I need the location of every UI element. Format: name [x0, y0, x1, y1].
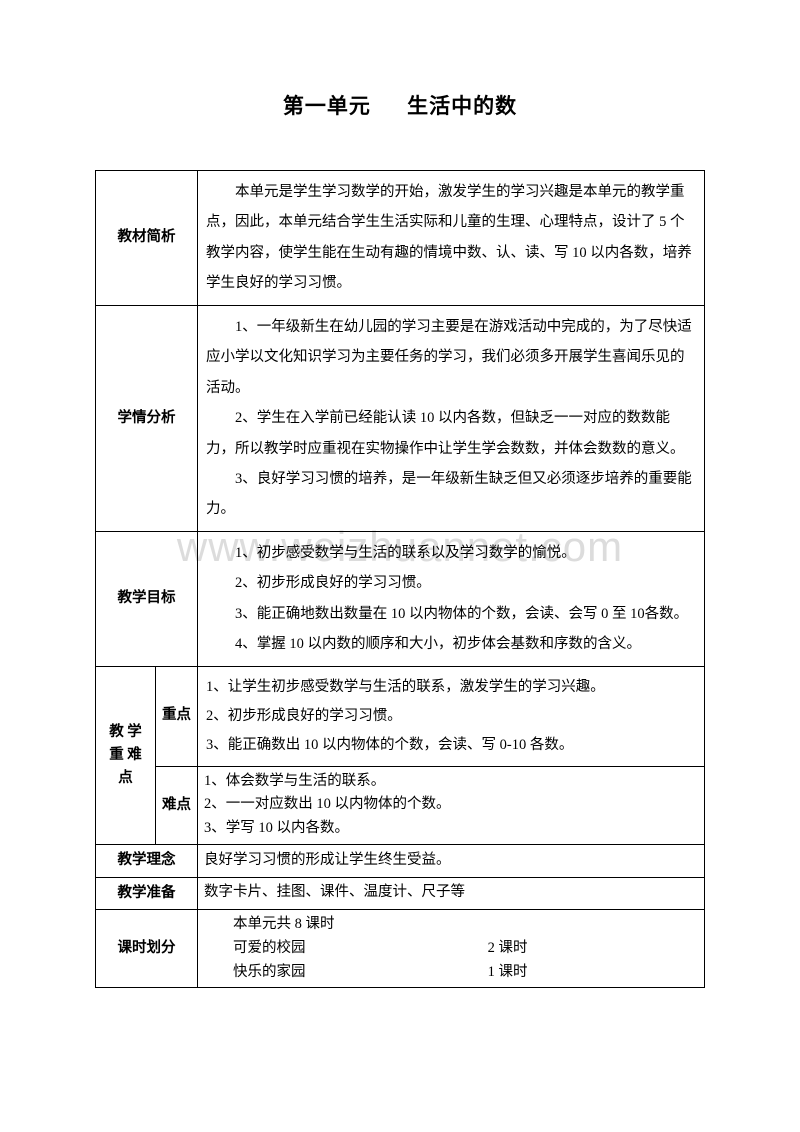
label-material: 教材简析	[96, 171, 198, 306]
label-focus: 教 学重 难点	[96, 666, 156, 845]
goals-i3: 3、能正确地数出数量在 10 以内物体的个数，会读、会写 0 至 10各数。	[206, 599, 696, 629]
schedule-row-2: 快乐的家园 1 课时	[204, 961, 698, 985]
row-focus-zhong: 教 学重 难点 重点 1、让学生初步感受数学与生活的联系，激发学生的学习兴趣。 …	[96, 666, 705, 766]
label-situation: 学情分析	[96, 305, 198, 531]
label-nandian: 难点	[156, 766, 198, 845]
content-prep: 数字卡片、挂图、课件、温度计、尺子等	[198, 877, 705, 909]
zhong-1: 1、让学生初步感受数学与生活的联系，激发学生的学习兴趣。	[206, 673, 696, 702]
nan-1: 1、体会数学与生活的联系。	[204, 770, 698, 794]
content-goals: 1、初步感受数学与生活的联系以及学习数学的愉悦。 2、初步形成良好的学习习惯。 …	[198, 531, 705, 666]
row-prep: 教学准备 数字卡片、挂图、课件、温度计、尺子等	[96, 877, 705, 909]
content-zhongdian: 1、让学生初步感受数学与生活的联系，激发学生的学习兴趣。 2、初步形成良好的学习…	[198, 666, 705, 766]
row-situation: 学情分析 1、一年级新生在幼儿园的学习主要是在游戏活动中完成的，为了尽快适应小学…	[96, 305, 705, 531]
goals-i2: 2、初步形成良好的学习习惯。	[206, 568, 696, 598]
content-concept: 良好学习习惯的形成让学生终生受益。	[198, 845, 705, 877]
lesson-plan-table: 教材简析 本单元是学生学习数学的开始，激发学生的学习兴趣是本单元的教学重点，因此…	[95, 170, 705, 988]
row-concept: 教学理念 良好学习习惯的形成让学生终生受益。	[96, 845, 705, 877]
schedule-row-1: 可爱的校园 2 课时	[204, 937, 698, 961]
situation-p1: 1、一年级新生在幼儿园的学习主要是在游戏活动中完成的，为了尽快适应小学以文化知识…	[206, 312, 696, 403]
title-unit: 第一单元	[283, 94, 371, 118]
page-title: 第一单元 生活中的数	[95, 90, 705, 120]
content-material: 本单元是学生学习数学的开始，激发学生的学习兴趣是本单元的教学重点，因此，本单元结…	[198, 171, 705, 306]
label-goals: 教学目标	[96, 531, 198, 666]
schedule-r2-name: 快乐的家园	[204, 961, 484, 985]
row-focus-nan: 难点 1、体会数学与生活的联系。 2、一一对应数出 10 以内物体的个数。 3、…	[96, 766, 705, 845]
goals-i4: 4、掌握 10 以内数的顺序和大小，初步体会基数和序数的含义。	[206, 629, 696, 659]
title-name: 生活中的数	[407, 94, 517, 118]
zhong-3: 3、能正确数出 10 以内物体的个数，会读、写 0-10 各数。	[206, 731, 696, 760]
schedule-r1-name: 可爱的校园	[204, 937, 484, 961]
row-schedule: 课时划分 本单元共 8 课时 可爱的校园 2 课时 快乐的家园 1 课时	[96, 909, 705, 988]
goals-i1: 1、初步感受数学与生活的联系以及学习数学的愉悦。	[206, 538, 696, 568]
content-situation: 1、一年级新生在幼儿园的学习主要是在游戏活动中完成的，为了尽快适应小学以文化知识…	[198, 305, 705, 531]
situation-p3: 3、良好学习习惯的培养，是一年级新生缺乏但又必须逐步培养的重要能力。	[206, 464, 696, 525]
content-schedule: 本单元共 8 课时 可爱的校园 2 课时 快乐的家园 1 课时	[198, 909, 705, 988]
nan-2: 2、一一对应数出 10 以内物体的个数。	[204, 793, 698, 817]
row-goals: 教学目标 1、初步感受数学与生活的联系以及学习数学的愉悦。 2、初步形成良好的学…	[96, 531, 705, 666]
row-material: 教材简析 本单元是学生学习数学的开始，激发学生的学习兴趣是本单元的教学重点，因此…	[96, 171, 705, 306]
content-nandian: 1、体会数学与生活的联系。 2、一一对应数出 10 以内物体的个数。 3、学写 …	[198, 766, 705, 845]
label-zhongdian: 重点	[156, 666, 198, 766]
nan-3: 3、学写 10 以内各数。	[204, 817, 698, 841]
schedule-total: 本单元共 8 课时	[204, 913, 698, 937]
label-prep: 教学准备	[96, 877, 198, 909]
label-concept: 教学理念	[96, 845, 198, 877]
schedule-r1-time: 2 课时	[488, 940, 528, 956]
material-text: 本单元是学生学习数学的开始，激发学生的学习兴趣是本单元的教学重点，因此，本单元结…	[206, 177, 696, 299]
label-schedule: 课时划分	[96, 909, 198, 988]
situation-p2: 2、学生在入学前已经能认读 10 以内各数，但缺乏一一对应的数数能力，所以教学时…	[206, 403, 696, 464]
schedule-r2-time: 1 课时	[488, 964, 528, 980]
zhong-2: 2、初步形成良好的学习习惯。	[206, 702, 696, 731]
